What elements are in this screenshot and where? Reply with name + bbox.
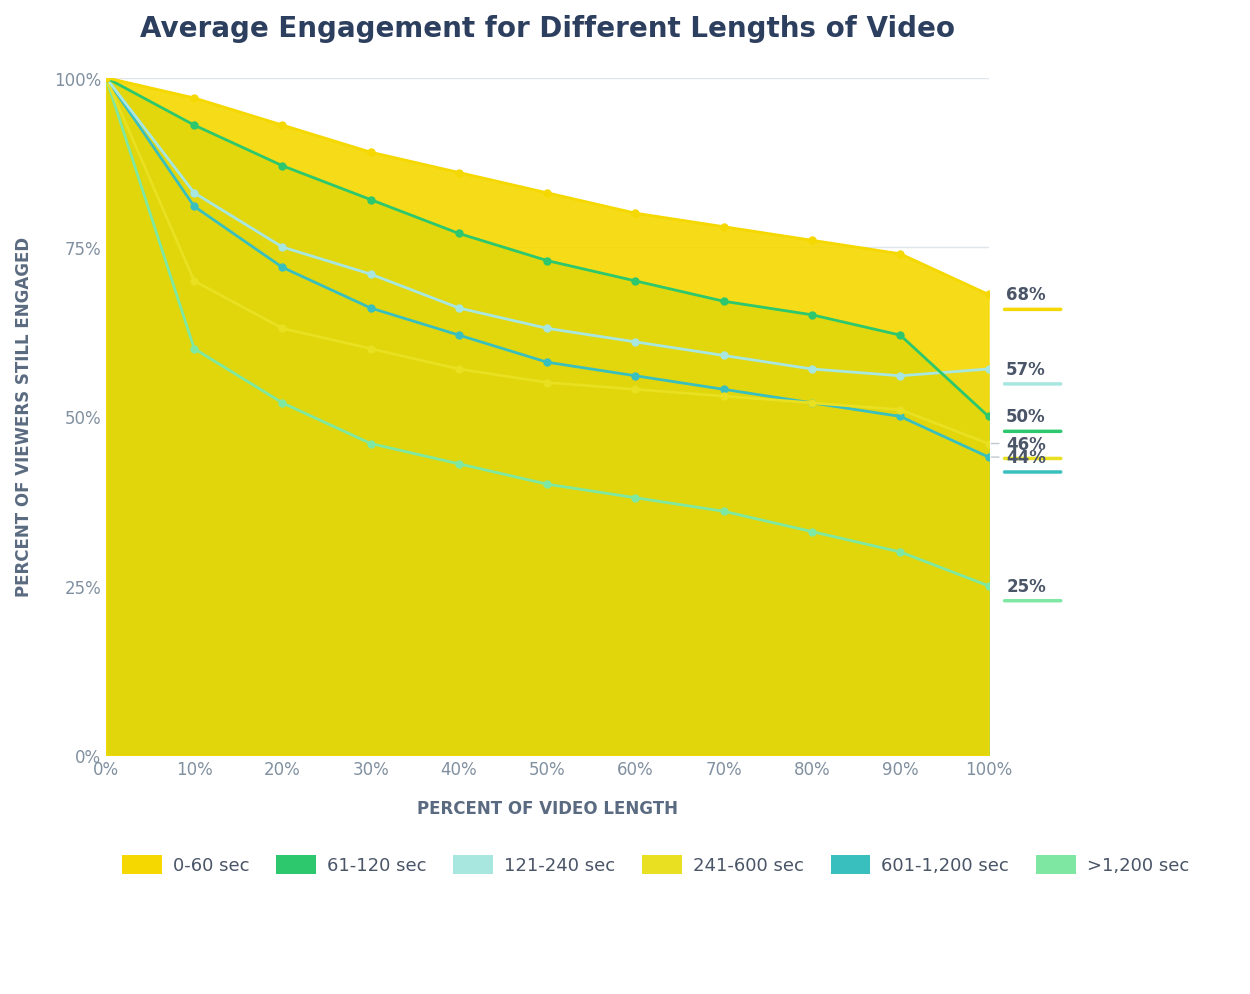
X-axis label: PERCENT OF VIDEO LENGTH: PERCENT OF VIDEO LENGTH (416, 799, 678, 817)
Text: 46%: 46% (1006, 435, 1046, 453)
Legend: 0-60 sec, 61-120 sec, 121-240 sec, 241-600 sec, 601-1,200 sec, >1,200 sec: 0-60 sec, 61-120 sec, 121-240 sec, 241-6… (115, 848, 1196, 882)
Title: Average Engagement for Different Lengths of Video: Average Engagement for Different Lengths… (140, 15, 955, 43)
Text: 25%: 25% (1006, 578, 1046, 595)
Y-axis label: PERCENT OF VIEWERS STILL ENGAGED: PERCENT OF VIEWERS STILL ENGAGED (15, 238, 32, 596)
Text: 44%: 44% (1006, 448, 1046, 466)
Text: 50%: 50% (1006, 408, 1046, 426)
Text: 68%: 68% (1006, 286, 1046, 304)
Text: 57%: 57% (1006, 361, 1046, 379)
